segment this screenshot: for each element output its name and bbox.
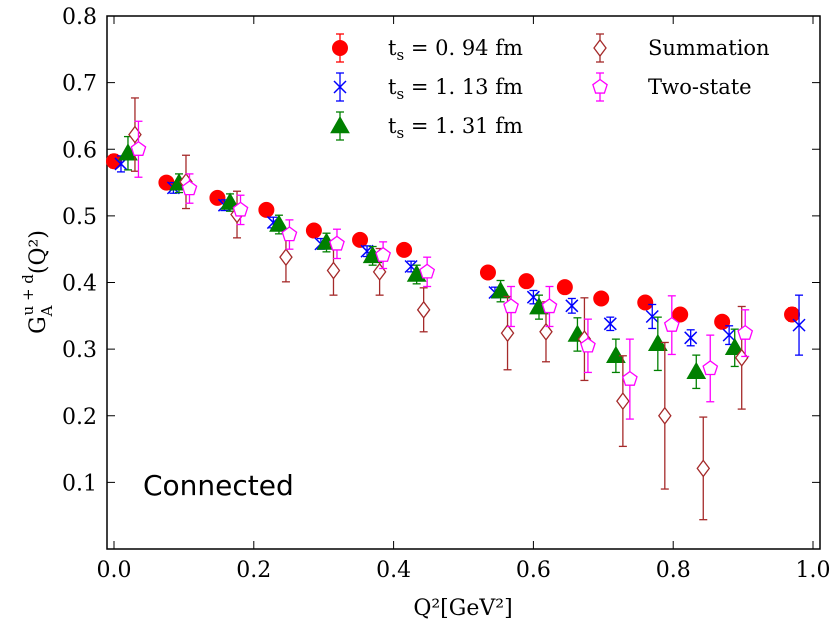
y-tick-label: 0.3 xyxy=(62,338,97,363)
y-tick-label: 0.5 xyxy=(62,205,97,230)
x-tick-label: 1.0 xyxy=(796,558,830,583)
data-point xyxy=(416,300,431,319)
legend-item: Summation xyxy=(593,33,770,63)
data-point xyxy=(541,298,558,314)
legend-marker xyxy=(333,80,347,94)
data-point xyxy=(329,235,345,251)
data-point xyxy=(722,328,736,342)
data-point xyxy=(663,316,680,332)
x-tick-label: 0.2 xyxy=(236,558,271,583)
data-point xyxy=(396,241,413,258)
legend-item: ts = 1. 31 fm xyxy=(330,111,523,142)
data-point xyxy=(258,201,275,218)
legend-label: Summation xyxy=(648,36,770,60)
data-point xyxy=(128,125,142,144)
data-point xyxy=(792,318,806,332)
data-point xyxy=(326,261,341,280)
series-2 xyxy=(118,135,745,390)
legend-marker xyxy=(332,40,348,56)
series-3 xyxy=(128,97,749,521)
data-point xyxy=(232,201,249,217)
legend-label: ts = 1. 31 fm xyxy=(388,114,523,142)
data-point xyxy=(490,281,511,299)
data-point xyxy=(621,370,638,386)
data-point xyxy=(616,392,630,411)
series-0 xyxy=(105,153,801,330)
data-point xyxy=(784,306,801,323)
data-point xyxy=(702,360,719,376)
data-point xyxy=(672,306,689,323)
data-point xyxy=(279,248,293,267)
x-axis-label: Q²[GeV²] xyxy=(413,596,512,621)
legend: ts = 0. 94 fm ts = 1. 13 fm ts = 1. 31 fm S… xyxy=(330,33,770,142)
series-4 xyxy=(130,120,754,420)
data-point xyxy=(637,294,654,311)
data-point xyxy=(658,406,672,425)
y-tick-label: 0.6 xyxy=(62,138,97,163)
data-point xyxy=(565,299,579,313)
legend-marker xyxy=(592,78,608,94)
data-point xyxy=(352,231,369,248)
legend-marker xyxy=(593,38,607,58)
legend-item: ts = 0. 94 fm xyxy=(332,33,523,64)
data-point xyxy=(375,246,392,262)
legend-marker xyxy=(330,115,350,134)
data-point xyxy=(305,222,322,239)
data-point xyxy=(419,263,436,279)
data-point xyxy=(696,459,711,478)
data-point xyxy=(220,192,240,210)
data-point xyxy=(181,180,198,196)
data-point xyxy=(518,273,535,290)
x-tick-label: 0.6 xyxy=(516,558,551,583)
y-tick-label: 0.7 xyxy=(62,72,97,97)
legend-label: Two-state xyxy=(648,75,752,99)
y-tick-label: 0.2 xyxy=(62,405,97,430)
data-point xyxy=(645,309,659,324)
y-tick-label: 0.8 xyxy=(62,5,97,30)
y-axis-title: GAu + d(Q²) xyxy=(19,230,56,334)
y-axis-label: GAu + d(Q²) xyxy=(19,230,56,334)
legend-label: ts = 0. 94 fm xyxy=(388,36,523,64)
x-tick-label: 0.4 xyxy=(376,558,411,583)
annotation-connected: Connected xyxy=(143,469,294,502)
data-point xyxy=(372,262,387,281)
data-point xyxy=(593,290,610,307)
data-point xyxy=(539,322,553,341)
data-point xyxy=(479,264,496,281)
series-layer xyxy=(105,97,806,521)
x-axis-title: Q²[GeV²] xyxy=(413,596,512,621)
data-point xyxy=(556,279,573,296)
data-point xyxy=(269,214,289,232)
data-point xyxy=(500,324,515,343)
x-tick-label: 0.8 xyxy=(656,558,691,583)
legend-item: Two-state xyxy=(592,72,752,102)
data-point xyxy=(580,337,596,353)
data-point xyxy=(603,317,617,331)
data-point xyxy=(714,313,731,330)
data-point xyxy=(737,324,754,340)
data-point xyxy=(606,345,626,364)
data-point xyxy=(684,331,698,345)
y-tick-label: 0.4 xyxy=(62,272,97,297)
series-1 xyxy=(114,155,806,356)
data-point xyxy=(281,226,298,242)
x-tick-label: 0.0 xyxy=(96,558,131,583)
y-tick-label: 0.1 xyxy=(62,471,97,496)
data-point xyxy=(686,361,707,380)
ticks: 0.0 0.2 0.4 0.6 0.8 1.0 0.1 0.2 0.3 0.4 0.5 0.6 0.7 0… xyxy=(62,5,830,583)
data-point xyxy=(503,298,519,314)
legend-label: ts = 1. 13 fm xyxy=(388,75,523,103)
legend-item: ts = 1. 13 fm xyxy=(333,72,523,103)
data-point xyxy=(724,337,745,356)
data-point xyxy=(130,140,147,156)
